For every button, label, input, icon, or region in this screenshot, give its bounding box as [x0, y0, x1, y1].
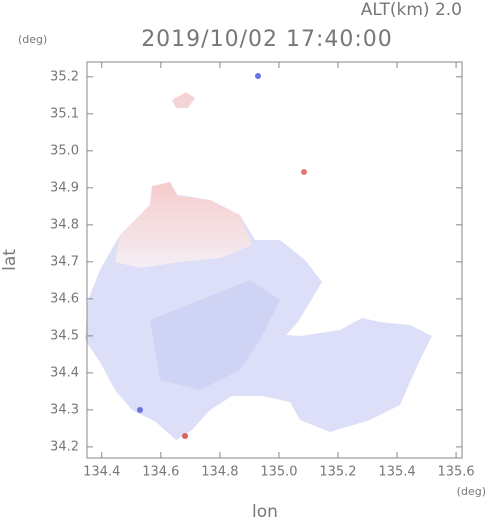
y-tick-label: 34.2 — [50, 439, 79, 454]
plot-frame — [86, 61, 463, 459]
y-tick-label: 34.3 — [50, 402, 79, 417]
x-tick-label: 135.0 — [260, 465, 297, 480]
chart-title: 2019/10/02 17:40:00 — [141, 27, 393, 52]
echo-region — [150, 280, 280, 390]
x-unit: (deg) — [457, 485, 486, 498]
y-tick-label: 35.0 — [50, 143, 79, 158]
x-tick-label: 135.6 — [437, 465, 474, 480]
x-tick-label: 135.2 — [319, 465, 356, 480]
y-tick-label: 34.9 — [50, 180, 79, 195]
y-tick-label: 34.7 — [50, 254, 79, 269]
field — [85, 73, 432, 440]
x-tick-label: 134.4 — [83, 465, 120, 480]
y-tick-label: 35.1 — [50, 106, 79, 121]
y-axis-label: lat — [0, 249, 20, 271]
x-axis-label: lon — [252, 502, 278, 521]
echo-spot — [182, 433, 188, 439]
echo-spot — [255, 73, 261, 79]
x-tick-label: 134.6 — [142, 465, 179, 480]
x-tick-label: 134.8 — [201, 465, 238, 480]
y-tick-label: 34.8 — [50, 217, 79, 232]
y-tick-label: 34.6 — [50, 291, 79, 306]
echo-region — [172, 92, 195, 108]
echo-spot — [137, 407, 143, 413]
x-tick-label: 135.4 — [378, 465, 415, 480]
y-tick-label: 35.2 — [50, 69, 79, 84]
altitude-label: ALT(km) 2.0 — [361, 0, 462, 20]
y-tick-label: 34.4 — [50, 365, 79, 380]
y-unit: (deg) — [18, 33, 47, 46]
y-tick-label: 34.5 — [50, 328, 79, 343]
echo-spot — [301, 169, 307, 175]
echo-region — [115, 182, 252, 268]
